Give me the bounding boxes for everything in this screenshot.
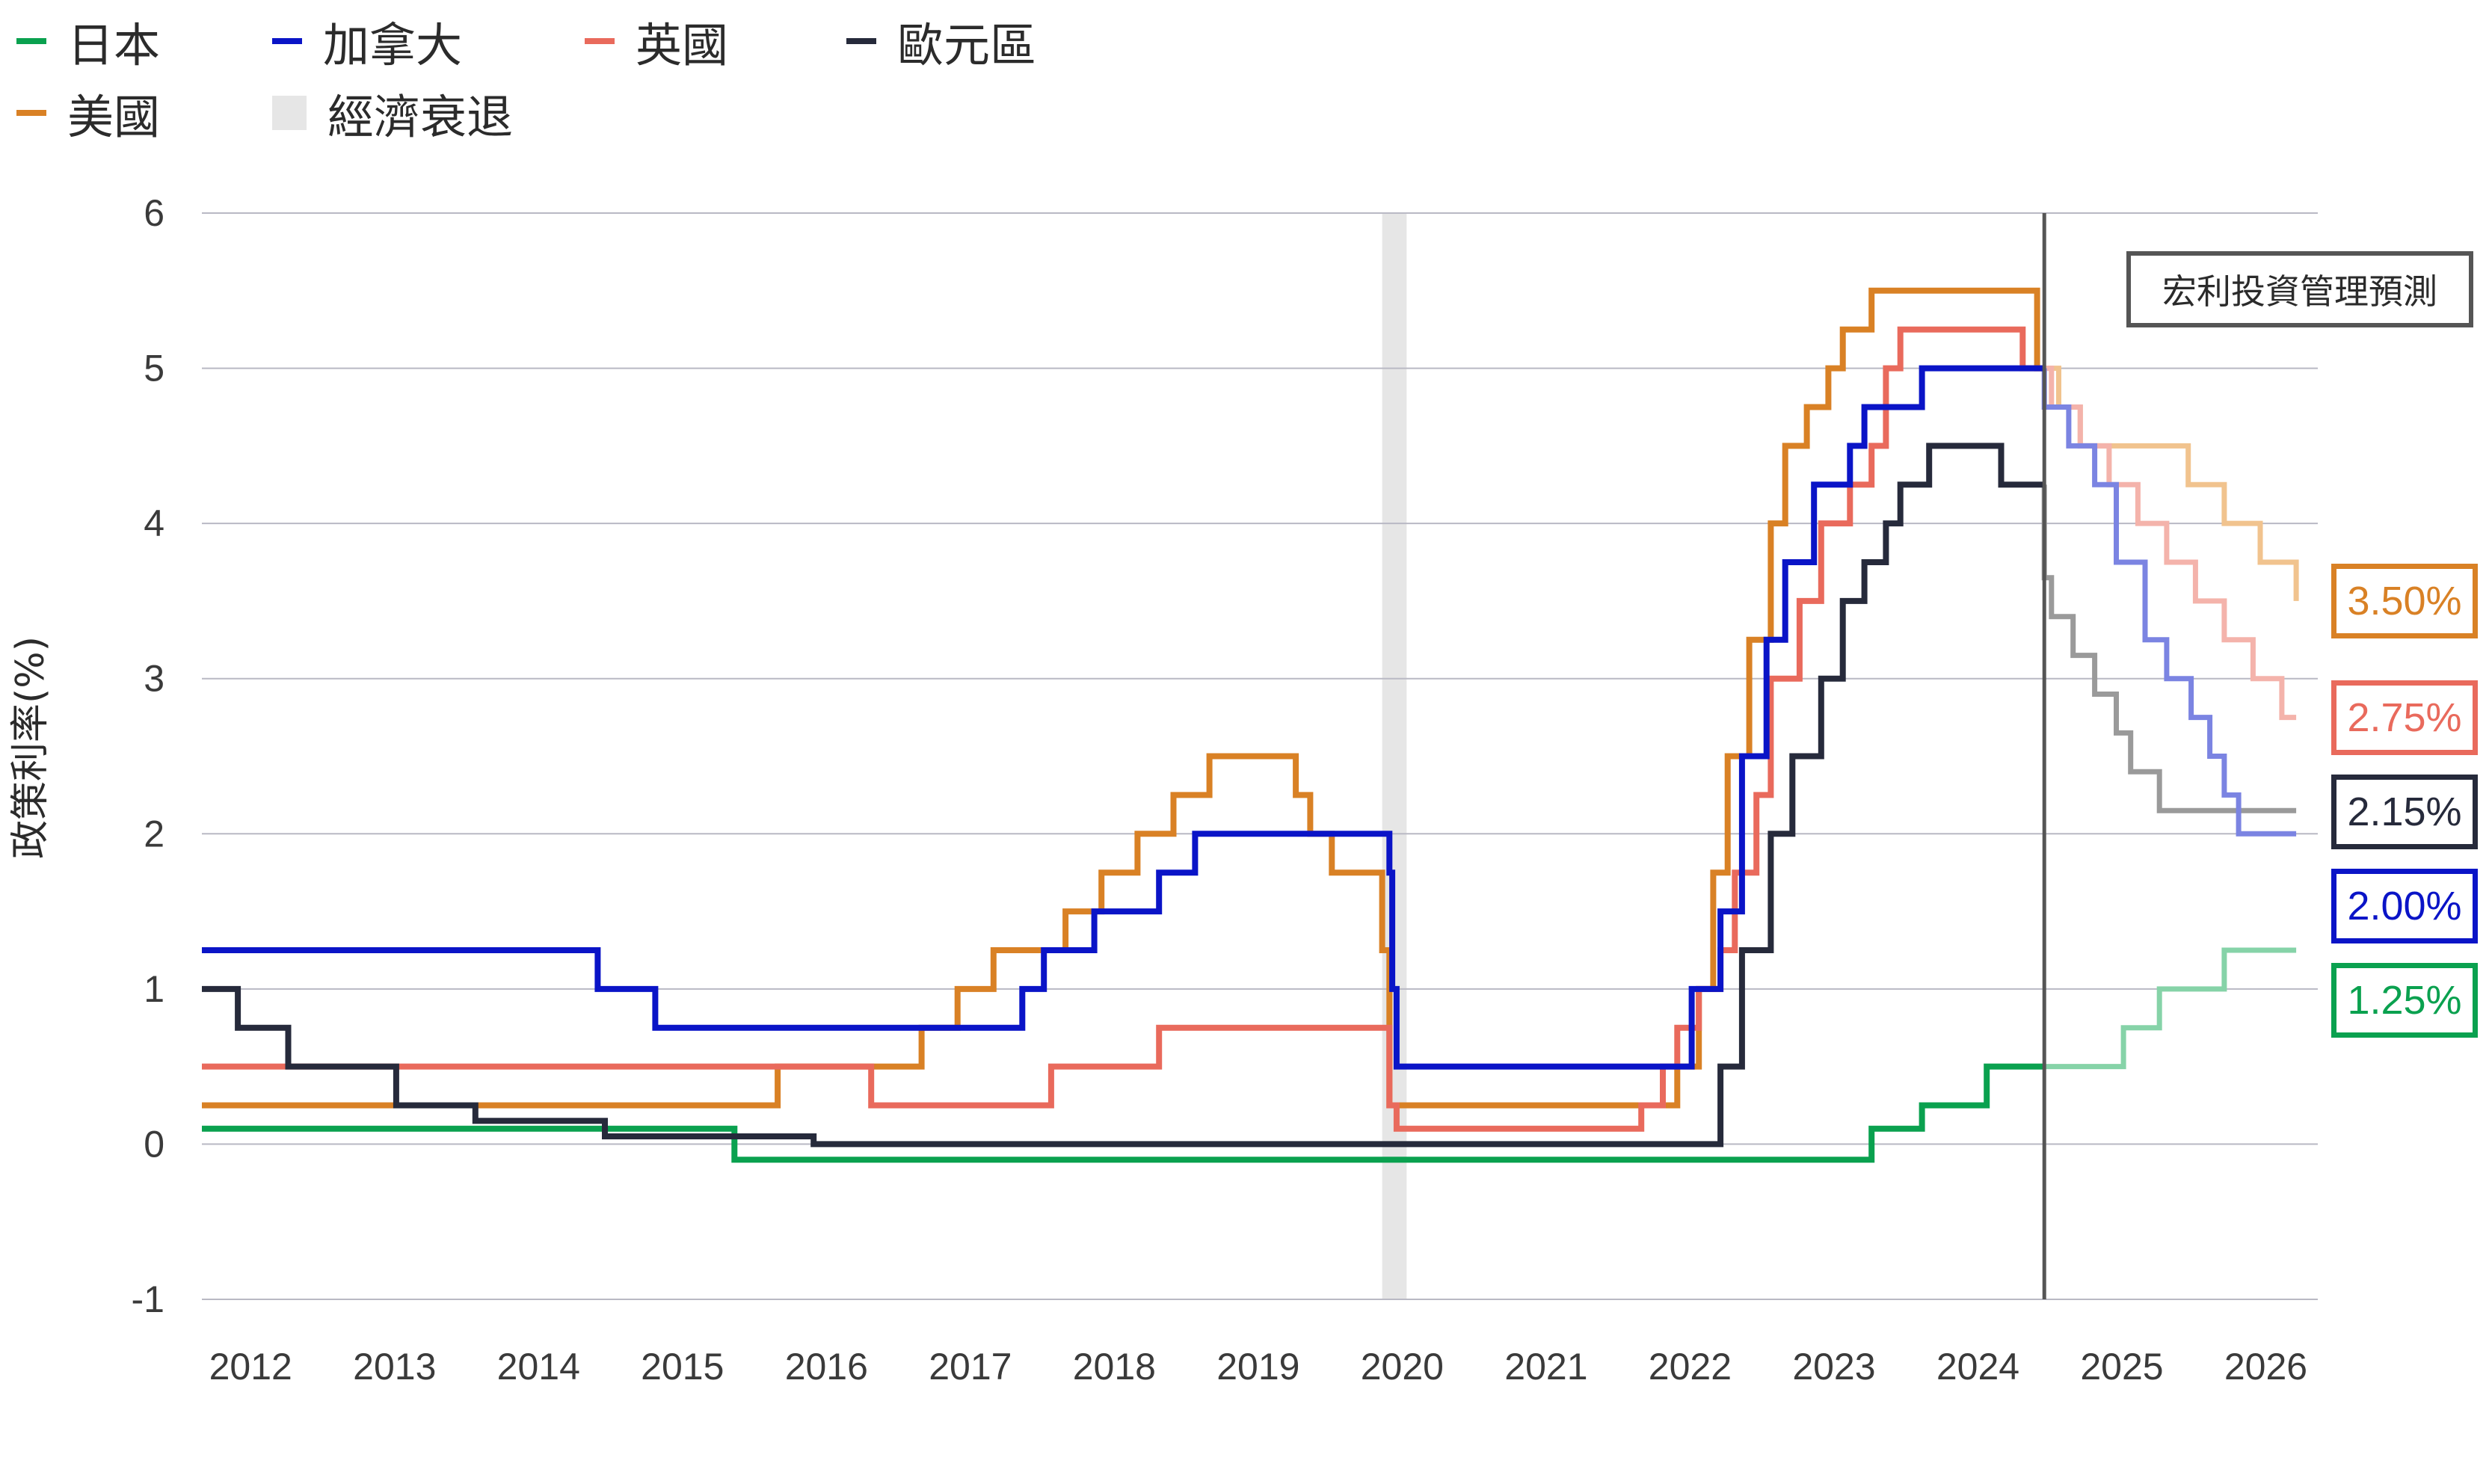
x-tick-label: 2018 — [1073, 1346, 1156, 1388]
legend-item-uk: 英國 — [585, 7, 728, 75]
series-line-canada — [202, 365, 2045, 1070]
y-tick-label: -1 — [132, 1278, 164, 1320]
y-tick-label: 3 — [144, 658, 164, 700]
legend-swatch-eurozone — [846, 38, 876, 44]
y-tick-label: 6 — [144, 192, 164, 234]
forecast-label-box: 宏利投資管理預測 — [2126, 251, 2473, 327]
legend-item-japan: 日本 — [16, 7, 160, 75]
end-label-eurozone-text: 2.15% — [2347, 789, 2462, 834]
series-forecast-canada — [2041, 368, 2297, 837]
legend-label-eurozone: 歐元區 — [897, 18, 1037, 73]
end-label-uk: 2.75% — [2331, 680, 2478, 755]
legend-swatch-canada — [272, 38, 302, 44]
x-axis-ticks: 2012 2013 2014 2015 2016 2017 2018 2019 2020 2021… — [209, 1346, 2307, 1388]
y-tick-label: 2 — [144, 813, 164, 855]
series-forecast-eurozone — [2041, 484, 2297, 813]
series-forecast-uk — [2044, 366, 2297, 721]
series-forecast-usa — [2044, 366, 2299, 601]
x-tick-label: 2016 — [785, 1346, 868, 1388]
x-tick-label: 2023 — [1792, 1346, 1875, 1388]
legend-label-canada: 加拿大 — [323, 18, 463, 73]
series-line-uk — [202, 326, 2045, 1132]
series-forecast-japan — [2044, 947, 2297, 1070]
x-tick-label: 2024 — [1936, 1346, 2019, 1388]
x-tick-label: 2026 — [2224, 1346, 2307, 1388]
legend-item-recession: 經濟衰退 — [272, 79, 513, 147]
x-tick-label: 2022 — [1649, 1346, 1732, 1388]
legend-label-uk: 英國 — [636, 18, 729, 73]
legend-item-eurozone: 歐元區 — [846, 7, 1036, 75]
legend-swatch-usa — [16, 110, 46, 116]
recession-band — [1382, 213, 1407, 1299]
y-tick-label: 4 — [144, 502, 164, 544]
legend-swatch-japan — [16, 38, 46, 44]
end-label-uk-text: 2.75% — [2347, 695, 2462, 740]
gridlines — [202, 212, 2318, 1300]
x-tick-label: 2012 — [209, 1346, 292, 1388]
x-tick-label: 2019 — [1216, 1346, 1299, 1388]
end-label-canada-text: 2.00% — [2347, 883, 2462, 929]
x-tick-label: 2013 — [353, 1346, 436, 1388]
recession-rect — [1382, 213, 1407, 1299]
end-label-canada: 2.00% — [2331, 868, 2478, 943]
y-tick-label: 5 — [144, 348, 164, 390]
y-tick-label: 1 — [144, 968, 164, 1010]
legend-swatch-uk — [585, 38, 615, 44]
x-tick-label: 2017 — [929, 1346, 1012, 1388]
end-label-eurozone: 2.15% — [2331, 774, 2478, 849]
x-tick-label: 2025 — [2080, 1346, 2163, 1388]
end-label-japan-text: 1.25% — [2347, 977, 2462, 1023]
y-tick-label: 0 — [144, 1123, 164, 1165]
legend-label-usa: 美國 — [67, 90, 161, 144]
forecast-label: 宏利投資管理預測 — [2162, 271, 2437, 312]
x-tick-label: 2015 — [641, 1346, 724, 1388]
end-label-usa: 3.50% — [2331, 563, 2478, 638]
x-tick-label: 2020 — [1361, 1346, 1444, 1388]
x-tick-label: 2021 — [1504, 1346, 1587, 1388]
legend-item-canada: 加拿大 — [272, 7, 462, 75]
y-axis-ticks: -1 0 1 2 3 4 5 6 — [132, 192, 164, 1320]
series-line-eurozone — [202, 443, 2045, 1148]
y-axis-label: 政策利率(%) — [8, 636, 53, 859]
x-tick-label: 2014 — [497, 1346, 580, 1388]
legend-item-usa: 美國 — [16, 79, 160, 147]
legend-label-recession: 經濟衰退 — [327, 90, 514, 144]
series-lines — [202, 287, 2299, 1163]
end-label-usa-text: 3.50% — [2347, 578, 2462, 624]
legend-swatch-recession — [272, 96, 307, 130]
legend-label-japan: 日本 — [67, 18, 161, 73]
series-line-japan — [202, 1063, 2045, 1163]
end-label-japan: 1.25% — [2331, 962, 2478, 1038]
